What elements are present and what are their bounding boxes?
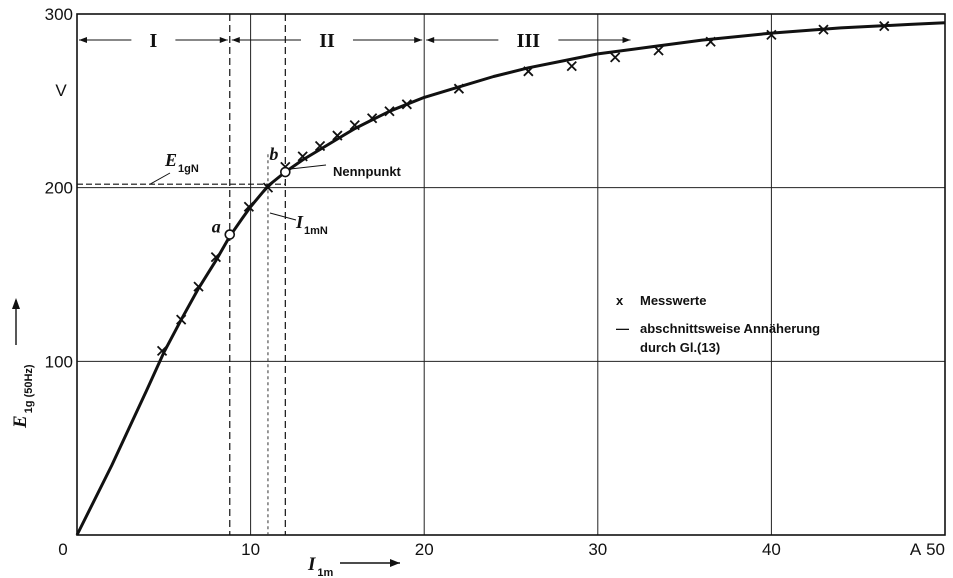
i1mn-label: I1mN: [295, 212, 328, 237]
y-axis-label-group: E1g (50Hz): [10, 364, 35, 429]
region-arrowhead-left: [231, 37, 240, 43]
y-axis-label: E1g (50Hz): [10, 364, 35, 429]
region-arrowhead-left: [426, 37, 435, 43]
point-label-a: a: [212, 217, 221, 237]
measured-point: [262, 182, 274, 193]
point-b: [280, 166, 291, 178]
axis-labels: I 1m E1g (50Hz): [10, 298, 400, 578]
legend-line-symbol: —: [616, 321, 629, 336]
measured-point: [766, 29, 777, 40]
measured-point: [243, 201, 255, 212]
x-unit-label: A: [910, 540, 922, 559]
region-label-3: III: [517, 30, 541, 52]
plot-frame: [76, 13, 946, 536]
x-axis-arrow-head: [390, 559, 400, 567]
legend-measured-symbol: x: [616, 293, 624, 308]
measured-point: [610, 52, 621, 63]
measured-point: [705, 36, 716, 47]
legend: x Messwerte — abschnittsweise Annäherung dur…: [616, 293, 820, 355]
regions: I II III: [79, 14, 631, 535]
x-tick-label: 30: [588, 540, 607, 559]
region-arrowhead-right: [219, 37, 228, 43]
measured-point: [453, 83, 465, 94]
legend-measured-label: Messwerte: [640, 293, 706, 308]
measured-point: [210, 251, 222, 263]
region-arrowhead-left: [79, 37, 87, 43]
measured-point: [818, 24, 829, 35]
e1gn-leader: [149, 172, 171, 185]
measured-point: [384, 106, 395, 117]
nennpunkt-label: Nennpunkt: [333, 164, 402, 179]
point-label-b: b: [269, 144, 278, 164]
y-tick-label: 100: [45, 352, 73, 371]
y-tick-label: 200: [45, 179, 73, 198]
measured-point: [879, 21, 890, 32]
x-axis-label: I 1m: [307, 554, 334, 578]
annotations: Nennpunkt E1gN I1mN: [149, 150, 402, 237]
approximation-curve: [75, 21, 946, 536]
x-tick-label: 40: [762, 540, 781, 559]
measured-point: [349, 120, 360, 131]
region-label-2: II: [319, 30, 335, 52]
measured-point: [366, 113, 378, 124]
measured-point: [193, 281, 204, 292]
legend-line-label-1: abschnittsweise Annäherung: [640, 321, 820, 336]
plot-border: [76, 13, 946, 536]
tick-labels: 0 10 20 30 40 50 100 200 300 A V: [45, 5, 945, 559]
measured-point: [523, 66, 534, 77]
region-arrowhead-right: [622, 37, 631, 43]
region-label-1: I: [149, 30, 157, 52]
special-points: ab: [212, 144, 291, 240]
e1gn-label: E1gN: [164, 150, 199, 175]
point-a: [224, 229, 236, 240]
x-tick-label: 50: [926, 540, 945, 559]
y-tick-label: 300: [45, 5, 73, 24]
measured-point: [314, 140, 326, 152]
y-unit-label: V: [55, 81, 67, 100]
i1mn-leader: [269, 212, 297, 221]
x-tick-label: 20: [415, 540, 434, 559]
x-tick-label: 0: [58, 540, 67, 559]
grid: [77, 14, 945, 535]
legend-line-label-2: durch Gl.(13): [640, 340, 720, 355]
curve-layer: [75, 21, 946, 536]
measured-point: [653, 45, 664, 56]
nennpunkt-leader: [290, 164, 327, 170]
region-arrowhead-right: [414, 37, 423, 43]
measured-point: [566, 60, 577, 72]
y-axis-arrow-head: [12, 298, 20, 309]
measured-point: [297, 151, 308, 162]
reference-lines: [77, 14, 286, 535]
measured-point: [176, 314, 187, 325]
measured-point: [156, 345, 168, 357]
measured-point: [401, 99, 412, 110]
measured-point: [332, 130, 343, 141]
x-tick-label: 10: [241, 540, 260, 559]
